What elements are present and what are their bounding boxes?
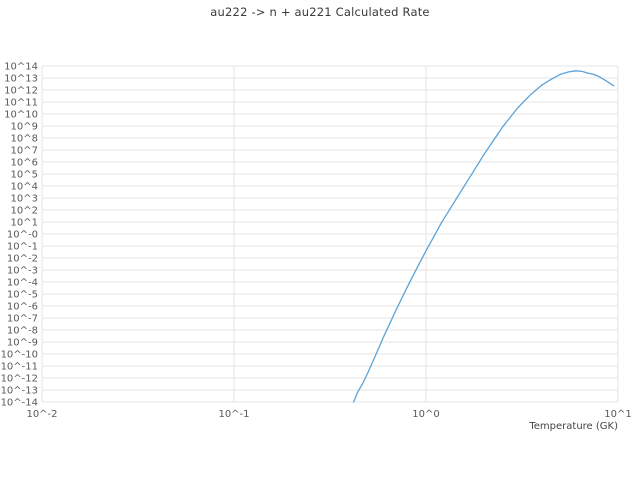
y-tick-label: 10^5 <box>11 170 38 181</box>
y-tick-label: 10^13 <box>4 74 38 85</box>
x-tick-label: 10^0 <box>412 409 439 420</box>
y-tick-label: 10^2 <box>11 206 38 217</box>
y-tick-label: 10^-12 <box>1 374 38 385</box>
y-tick-label: 10^-13 <box>1 386 38 397</box>
y-tick-label: 10^-1 <box>7 242 38 253</box>
y-tick-label: 10^7 <box>11 146 38 157</box>
x-tick-label: 10^-1 <box>218 409 249 420</box>
y-tick-label: 10^-7 <box>7 314 38 325</box>
x-tick-label: 10^-2 <box>26 409 57 420</box>
rate-curve <box>353 70 615 403</box>
y-tick-label: 10^-10 <box>1 350 38 361</box>
y-tick-label: 10^-0 <box>7 230 38 241</box>
y-tick-label: 10^-8 <box>7 326 38 337</box>
y-tick-label: 10^3 <box>11 194 38 205</box>
y-tick-label: 10^-11 <box>1 362 38 373</box>
y-tick-label: 10^-4 <box>7 278 38 289</box>
y-tick-label: 10^-14 <box>1 398 38 409</box>
y-tick-label: 10^11 <box>4 98 38 109</box>
y-tick-label: 10^6 <box>11 158 38 169</box>
y-tick-label: 10^9 <box>11 122 38 133</box>
y-tick-label: 10^-9 <box>7 338 38 349</box>
x-axis-label: Temperature (GK) <box>529 421 618 432</box>
y-tick-label: 10^8 <box>11 134 38 145</box>
chart-title: au222 -> n + au221 Calculated Rate <box>210 5 430 19</box>
y-tick-label: 10^4 <box>11 182 38 193</box>
x-tick-label: 10^1 <box>604 409 631 420</box>
y-tick-label: 10^10 <box>4 110 38 121</box>
y-tick-label: 10^-2 <box>7 254 38 265</box>
y-tick-label: 10^12 <box>4 86 38 97</box>
y-tick-label: 10^-3 <box>7 266 38 277</box>
y-tick-label: 10^14 <box>4 62 38 73</box>
y-tick-label: 10^1 <box>11 218 38 229</box>
y-tick-label: 10^-5 <box>7 290 38 301</box>
y-tick-label: 10^-6 <box>7 302 38 313</box>
